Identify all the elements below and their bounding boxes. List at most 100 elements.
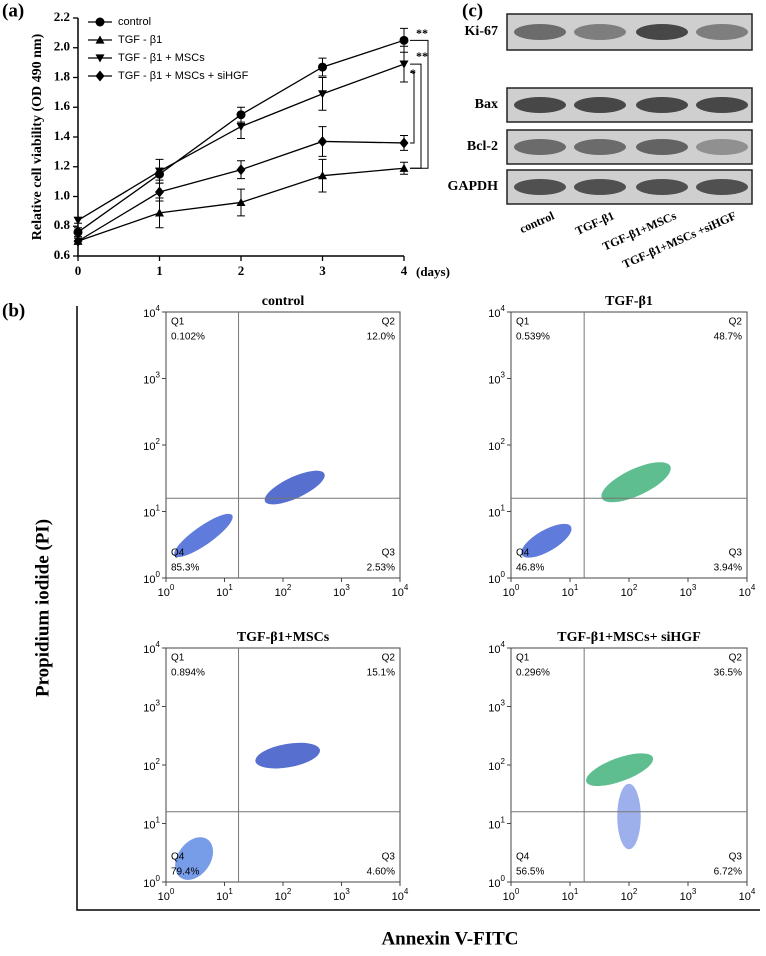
tick-base: 10 — [739, 891, 751, 903]
tick-base: 10 — [680, 891, 692, 903]
data-point — [318, 171, 327, 180]
blot-band — [514, 97, 566, 113]
blot-band — [636, 97, 688, 113]
tick-exponent: 1 — [156, 816, 161, 825]
tick-exponent: 1 — [501, 816, 506, 825]
quadrant-percent: 0.894% — [171, 668, 205, 679]
log-tick-label: 102 — [621, 887, 638, 903]
x-tick-label: 4 — [401, 263, 408, 278]
legend-marker — [95, 54, 105, 63]
tick-base: 10 — [488, 702, 500, 714]
log-tick-label: 102 — [143, 437, 160, 453]
quadrant-name: Q1 — [171, 653, 185, 664]
quadrant-percent: 6.72% — [714, 867, 742, 878]
log-tick-label: 104 — [143, 640, 160, 656]
log-tick-label: 102 — [275, 887, 292, 903]
tick-base: 10 — [488, 761, 500, 773]
tick-exponent: 0 — [515, 583, 520, 592]
x-axis-label: (days) — [416, 264, 450, 279]
cell-density — [601, 462, 671, 503]
data-point — [236, 197, 246, 207]
quadrant-name: Q3 — [729, 852, 743, 863]
log-tick-label: 104 — [739, 887, 756, 903]
log-tick-label: 103 — [143, 371, 160, 387]
tick-exponent: 1 — [156, 504, 161, 513]
data-point — [399, 163, 409, 172]
significance-annotation: * — [410, 66, 416, 80]
tick-base: 10 — [488, 574, 500, 586]
cell-density — [255, 742, 321, 769]
tick-base: 10 — [158, 587, 170, 599]
protein-label: Bax — [475, 97, 498, 112]
tick-exponent: 1 — [574, 887, 579, 896]
log-tick-label: 100 — [158, 887, 175, 903]
data-point — [73, 235, 83, 247]
quadrant-percent: 2.53% — [367, 563, 395, 574]
tick-exponent: 4 — [501, 640, 506, 649]
tick-base: 10 — [275, 587, 287, 599]
data-point — [318, 90, 327, 99]
legend-label: TGF - β1 + MSCs — [118, 52, 205, 64]
tick-exponent: 2 — [156, 437, 161, 446]
data-point — [155, 167, 164, 176]
tick-exponent: 3 — [156, 371, 161, 380]
data-point — [399, 60, 409, 69]
tick-exponent: 3 — [501, 699, 506, 708]
blot-band — [696, 179, 748, 195]
data-point — [155, 208, 164, 217]
log-tick-label: 100 — [488, 570, 505, 586]
log-tick-label: 104 — [488, 640, 505, 656]
tick-base: 10 — [143, 574, 155, 586]
tick-exponent: 2 — [156, 757, 161, 766]
quadrant-name: Q4 — [171, 852, 185, 863]
log-tick-label: 102 — [621, 583, 638, 599]
log-tick-label: 104 — [392, 583, 409, 599]
log-tick-label: 103 — [680, 887, 697, 903]
tick-exponent: 1 — [228, 887, 233, 896]
tick-exponent: 2 — [287, 887, 292, 896]
tick-base: 10 — [392, 891, 404, 903]
plot-title: TGF-β1+MSCs+ siHGF — [557, 630, 701, 645]
quadrant-percent: 85.3% — [171, 563, 199, 574]
log-tick-label: 101 — [562, 887, 579, 903]
legend-label: TGF - β1 — [118, 34, 162, 46]
blot-band — [696, 139, 748, 155]
log-tick-label: 101 — [488, 504, 505, 520]
legend-marker — [95, 35, 105, 44]
tick-base: 10 — [488, 308, 500, 320]
quadrant-percent: 0.539% — [516, 332, 550, 343]
data-point — [318, 135, 327, 147]
x-axis-label: Annexin V-FITC — [381, 928, 518, 949]
quadrant-percent: 48.7% — [714, 332, 742, 343]
quadrant-percent: 36.5% — [714, 668, 742, 679]
tick-base: 10 — [562, 891, 574, 903]
tick-exponent: 0 — [170, 887, 175, 896]
x-tick-label: 0 — [75, 263, 82, 278]
quadrant-name: Q1 — [171, 317, 185, 328]
tick-exponent: 2 — [633, 583, 638, 592]
tick-base: 10 — [562, 587, 574, 599]
tick-base: 10 — [275, 891, 287, 903]
tick-exponent: 0 — [515, 887, 520, 896]
tick-base: 10 — [143, 702, 155, 714]
tick-exponent: 1 — [228, 583, 233, 592]
protein-label: Bcl-2 — [467, 139, 498, 154]
plot-title: control — [262, 294, 305, 309]
x-tick-label: 3 — [319, 263, 326, 278]
tick-exponent: 4 — [501, 304, 506, 313]
y-tick-label: 2.2 — [54, 9, 70, 24]
data-point — [399, 137, 409, 149]
quadrant-name: Q1 — [516, 317, 530, 328]
blot-band — [514, 24, 566, 40]
quadrant-percent: 46.8% — [516, 563, 544, 574]
quadrant-name: Q1 — [516, 653, 530, 664]
tick-exponent: 2 — [633, 887, 638, 896]
data-point — [318, 62, 327, 72]
tick-exponent: 3 — [345, 583, 350, 592]
log-tick-label: 100 — [158, 583, 175, 599]
cell-density — [175, 837, 214, 880]
quadrant-name: Q4 — [516, 852, 530, 863]
quadrant-name: Q4 — [171, 548, 185, 559]
log-tick-label: 100 — [503, 583, 520, 599]
log-tick-label: 103 — [680, 583, 697, 599]
